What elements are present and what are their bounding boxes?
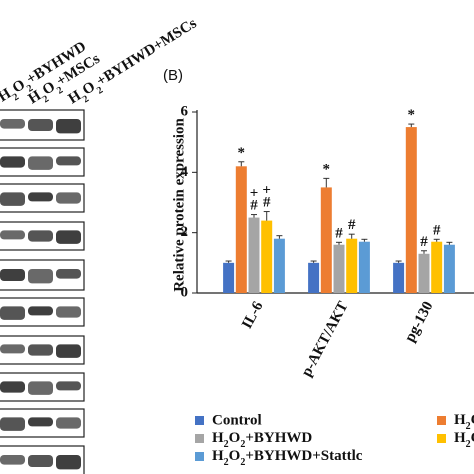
bar	[235, 166, 247, 293]
bar	[346, 238, 358, 293]
blot-band	[0, 417, 25, 431]
blot-band	[56, 156, 81, 166]
significance-mark: #	[263, 195, 271, 211]
blot-band	[0, 306, 25, 320]
blot-band	[0, 455, 25, 465]
significance-mark: +	[250, 186, 259, 202]
blot-band	[28, 381, 53, 395]
bar	[431, 241, 443, 293]
blot-bands	[0, 119, 81, 470]
legend-label: H2O2+BYHWD	[212, 430, 312, 449]
legend-label: H2O2+BYHWD+Stattlc	[212, 448, 363, 467]
significance-mark: #	[420, 234, 428, 250]
significance-mark: #	[335, 225, 343, 241]
blot-band	[28, 344, 53, 356]
bar	[418, 253, 430, 293]
blot-band	[0, 344, 25, 354]
significance-mark: *	[238, 145, 246, 161]
blot-band	[0, 192, 25, 206]
y-tick-label: 2	[181, 224, 189, 240]
blot-band	[28, 156, 53, 170]
significance-mark: #	[250, 198, 258, 214]
blot-band	[0, 269, 25, 281]
blot-band	[56, 344, 81, 358]
blot-band	[56, 269, 81, 279]
y-tick-label: 6	[181, 103, 189, 119]
blot-band	[28, 269, 53, 284]
significance-mark: #	[348, 217, 356, 233]
panel-label: (B)	[163, 67, 183, 84]
blot-band	[28, 119, 53, 131]
legend-swatch	[195, 452, 204, 461]
significance-mark: +	[262, 183, 271, 199]
x-tick-label: IL-6	[239, 299, 267, 332]
bar	[358, 241, 370, 293]
bar	[333, 244, 345, 293]
legend-swatch	[437, 434, 446, 443]
blot-band	[28, 417, 53, 427]
significance-mark: #	[433, 222, 441, 238]
bar	[273, 238, 285, 293]
blot-band	[56, 119, 81, 134]
legend-swatch	[195, 434, 204, 443]
blot-band	[56, 381, 81, 391]
bar	[405, 127, 417, 293]
bar	[320, 187, 332, 293]
blot-band	[56, 192, 81, 204]
bar	[443, 244, 455, 293]
bar	[248, 217, 260, 293]
y-axis-label: Relative protein expression	[171, 118, 187, 292]
significance-mark: *	[408, 107, 416, 123]
blot-band	[28, 455, 53, 467]
blot-band	[28, 306, 53, 316]
bar	[223, 262, 235, 293]
blot-band	[0, 230, 25, 240]
y-tick-label: 4	[181, 164, 189, 180]
legend-label: H2O2	[454, 412, 474, 431]
legend-label: Control	[212, 412, 262, 428]
blot-band	[56, 230, 81, 244]
x-tick-label: pg-130	[402, 299, 436, 345]
blot-band	[0, 119, 25, 129]
x-tick-label: p-AKT/AKT	[299, 299, 352, 379]
legend-swatch	[437, 416, 446, 425]
legend-label: H2O2+MSCs	[454, 430, 474, 449]
bar	[393, 262, 405, 293]
blot-band	[28, 230, 53, 242]
blot-band	[56, 306, 81, 318]
legend-swatch	[195, 416, 204, 425]
bar	[261, 220, 273, 293]
y-tick-label: 0	[181, 284, 189, 300]
blot-band	[56, 455, 81, 470]
bar	[308, 262, 320, 293]
blot-band	[0, 381, 25, 393]
blot-band	[0, 156, 25, 168]
blot-band	[28, 192, 53, 202]
blot-band	[56, 417, 81, 429]
significance-mark: *	[323, 161, 331, 177]
